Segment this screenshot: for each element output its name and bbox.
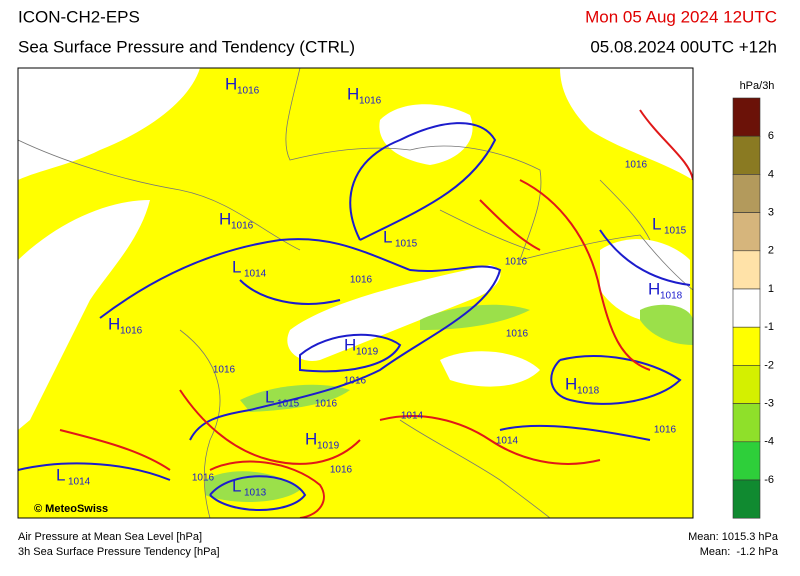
colorbar-label: -6 <box>764 474 774 486</box>
colorbar-label: -3 <box>764 398 774 410</box>
isobar-label: 1016 <box>625 160 648 171</box>
pressure-value: 1014 <box>244 269 267 280</box>
borders <box>18 68 693 518</box>
isobar-label: 1016 <box>350 275 373 286</box>
colorbar-swatch <box>732 479 761 519</box>
product-name: Sea Surface Pressure and Tendency (CTRL) <box>18 37 355 56</box>
pressure-value: 1015 <box>277 399 300 410</box>
colorbar-swatch <box>732 365 761 404</box>
colorbar-label: 6 <box>768 130 774 142</box>
pressure-symbol: L <box>232 476 241 495</box>
colorbar-swatch <box>732 212 761 252</box>
colorbar-label: 2 <box>768 245 774 257</box>
pressure-value: 1016 <box>231 221 254 232</box>
credit: © MeteoSwiss <box>34 503 108 515</box>
pressure-symbol: H <box>565 374 577 393</box>
colorbar-label: 4 <box>768 168 774 180</box>
pressure-symbol: H <box>648 279 660 298</box>
pressure-symbol: L <box>652 214 661 233</box>
isobar-label: 1016 <box>506 329 529 340</box>
pressure-value: 1019 <box>317 441 340 452</box>
footer-mean: Mean: 1015.3 hPa <box>688 531 779 543</box>
pressure-symbol: H <box>219 209 231 228</box>
pressure-value: 1015 <box>395 239 418 250</box>
pressure-value: 1013 <box>244 488 267 499</box>
pressure-symbol: H <box>108 314 120 333</box>
colorbar-swatch <box>732 441 761 481</box>
isobar-label: 1014 <box>401 411 424 422</box>
pressure-value: 1015 <box>664 226 687 237</box>
pressure-value: 1016 <box>359 96 382 107</box>
colorbar-label: 3 <box>768 207 774 219</box>
colorbar-label: -4 <box>764 436 774 448</box>
colorbar-swatch <box>732 250 761 290</box>
pressure-value: 1018 <box>660 291 683 302</box>
pressure-value: 1019 <box>356 347 379 358</box>
pressure-symbol: H <box>225 74 237 93</box>
colorbar-swatch <box>732 288 761 328</box>
pressure-value: 1018 <box>577 386 600 397</box>
isobar-label: 1016 <box>192 473 215 484</box>
isotendency-red <box>59 109 693 518</box>
colorbar-label: -1 <box>764 321 774 333</box>
isobar-label: 1016 <box>213 365 236 376</box>
pressure-symbol: L <box>56 465 65 484</box>
colorbar-swatch <box>732 326 761 366</box>
colorbar-unit: hPa/3h <box>740 80 775 92</box>
colorbar-swatch <box>732 174 761 213</box>
colorbar-label: -2 <box>764 359 774 371</box>
isobar-label: 1016 <box>344 376 367 387</box>
footer-mean: Mean: -1.2 hPa <box>700 546 779 558</box>
isobar-label: 1014 <box>496 436 519 447</box>
white-areas <box>18 68 693 430</box>
pressure-symbol: L <box>383 227 392 246</box>
pressure-value: 1016 <box>120 326 143 337</box>
valid-time: Mon 05 Aug 2024 12UTC <box>585 7 777 26</box>
pressure-value: 1014 <box>68 477 91 488</box>
colorbar-swatch <box>732 135 761 175</box>
isobars-blue <box>18 122 691 511</box>
footer-line: 3h Sea Surface Pressure Tendency [hPa] <box>18 546 220 558</box>
pressure-symbol: L <box>232 257 241 276</box>
isobar-label: 1016 <box>315 399 338 410</box>
pressure-value: 1016 <box>237 86 260 97</box>
isobar-label: 1016 <box>654 425 677 436</box>
pressure-symbol: L <box>265 387 274 406</box>
run-time: 05.08.2024 00UTC +12h <box>590 37 777 56</box>
pressure-symbol: H <box>305 429 317 448</box>
model-name: ICON-CH2-EPS <box>18 7 140 26</box>
footer-line: Air Pressure at Mean Sea Level [hPa] <box>18 531 202 543</box>
isobar-label: 1016 <box>330 465 353 476</box>
pressure-symbol: H <box>347 84 359 103</box>
colorbar: hPa/3h 6 4 3 2 1 -1 -2 -3 -4 -6 <box>732 80 775 519</box>
pressure-symbol: H <box>344 335 356 354</box>
colorbar-swatch <box>732 97 761 137</box>
isobar-label: 1016 <box>505 257 528 268</box>
colorbar-label: 1 <box>768 283 774 295</box>
colorbar-swatch <box>732 403 761 443</box>
